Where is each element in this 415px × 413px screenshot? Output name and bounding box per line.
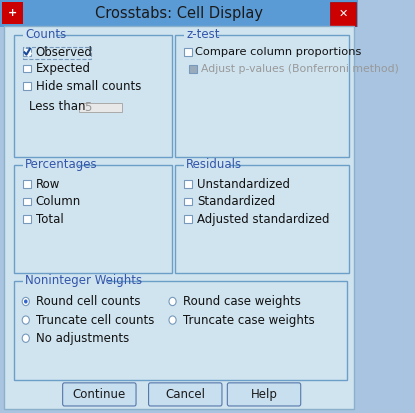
Bar <box>23 82 31 90</box>
Text: Row: Row <box>36 178 60 191</box>
FancyBboxPatch shape <box>0 0 358 27</box>
Text: Round case weights: Round case weights <box>183 295 300 308</box>
Text: Observed: Observed <box>36 45 93 59</box>
Bar <box>184 215 192 223</box>
FancyBboxPatch shape <box>23 278 108 284</box>
Bar <box>23 215 31 223</box>
Text: Standardized: Standardized <box>197 195 275 208</box>
Text: Hide small counts: Hide small counts <box>36 80 141 93</box>
FancyBboxPatch shape <box>330 2 356 26</box>
Bar <box>23 47 91 59</box>
FancyBboxPatch shape <box>149 383 222 406</box>
FancyBboxPatch shape <box>63 383 136 406</box>
Bar <box>79 103 122 112</box>
FancyBboxPatch shape <box>176 165 349 273</box>
Text: Total: Total <box>36 213 63 226</box>
Text: Expected: Expected <box>36 62 91 75</box>
Bar <box>184 180 192 188</box>
Text: Adjust p-values (Bonferroni method): Adjust p-values (Bonferroni method) <box>201 64 399 74</box>
Text: Truncate case weights: Truncate case weights <box>183 313 314 327</box>
FancyBboxPatch shape <box>176 35 349 157</box>
Text: Cancel: Cancel <box>165 388 205 401</box>
Bar <box>189 65 197 73</box>
Text: Crosstabs: Cell Display: Crosstabs: Cell Display <box>95 6 263 21</box>
Text: Unstandardized: Unstandardized <box>197 178 290 191</box>
Bar <box>23 48 31 56</box>
FancyBboxPatch shape <box>15 281 347 380</box>
Circle shape <box>22 334 29 342</box>
Text: Round cell counts: Round cell counts <box>36 295 140 308</box>
FancyBboxPatch shape <box>227 383 301 406</box>
FancyBboxPatch shape <box>15 35 172 157</box>
Bar <box>23 64 31 72</box>
Text: Column: Column <box>36 195 81 208</box>
FancyBboxPatch shape <box>184 32 217 38</box>
Circle shape <box>169 316 176 324</box>
Bar <box>23 180 31 188</box>
Circle shape <box>169 297 176 306</box>
FancyBboxPatch shape <box>15 165 172 273</box>
Text: Continue: Continue <box>73 388 126 401</box>
Circle shape <box>22 297 29 306</box>
Text: z-test: z-test <box>186 28 220 41</box>
Text: No adjustments: No adjustments <box>36 332 129 345</box>
Text: Counts: Counts <box>25 28 66 41</box>
Text: Less than: Less than <box>29 100 85 113</box>
Text: Percentages: Percentages <box>25 158 98 171</box>
FancyBboxPatch shape <box>23 162 78 168</box>
Text: 5: 5 <box>84 101 91 114</box>
Circle shape <box>22 316 29 324</box>
Text: Adjusted standardized: Adjusted standardized <box>197 213 330 226</box>
Text: Noninteger Weights: Noninteger Weights <box>25 274 142 287</box>
FancyBboxPatch shape <box>184 162 230 168</box>
Text: ✕: ✕ <box>339 9 348 19</box>
Text: Residuals: Residuals <box>186 158 242 171</box>
Text: Compare column proportions: Compare column proportions <box>195 47 361 57</box>
Bar <box>23 197 31 205</box>
Bar <box>184 197 192 205</box>
Bar <box>184 48 192 56</box>
Circle shape <box>24 299 27 304</box>
FancyBboxPatch shape <box>4 26 354 409</box>
Text: Truncate cell counts: Truncate cell counts <box>36 313 154 327</box>
Text: Help: Help <box>251 388 278 401</box>
FancyBboxPatch shape <box>23 32 56 38</box>
